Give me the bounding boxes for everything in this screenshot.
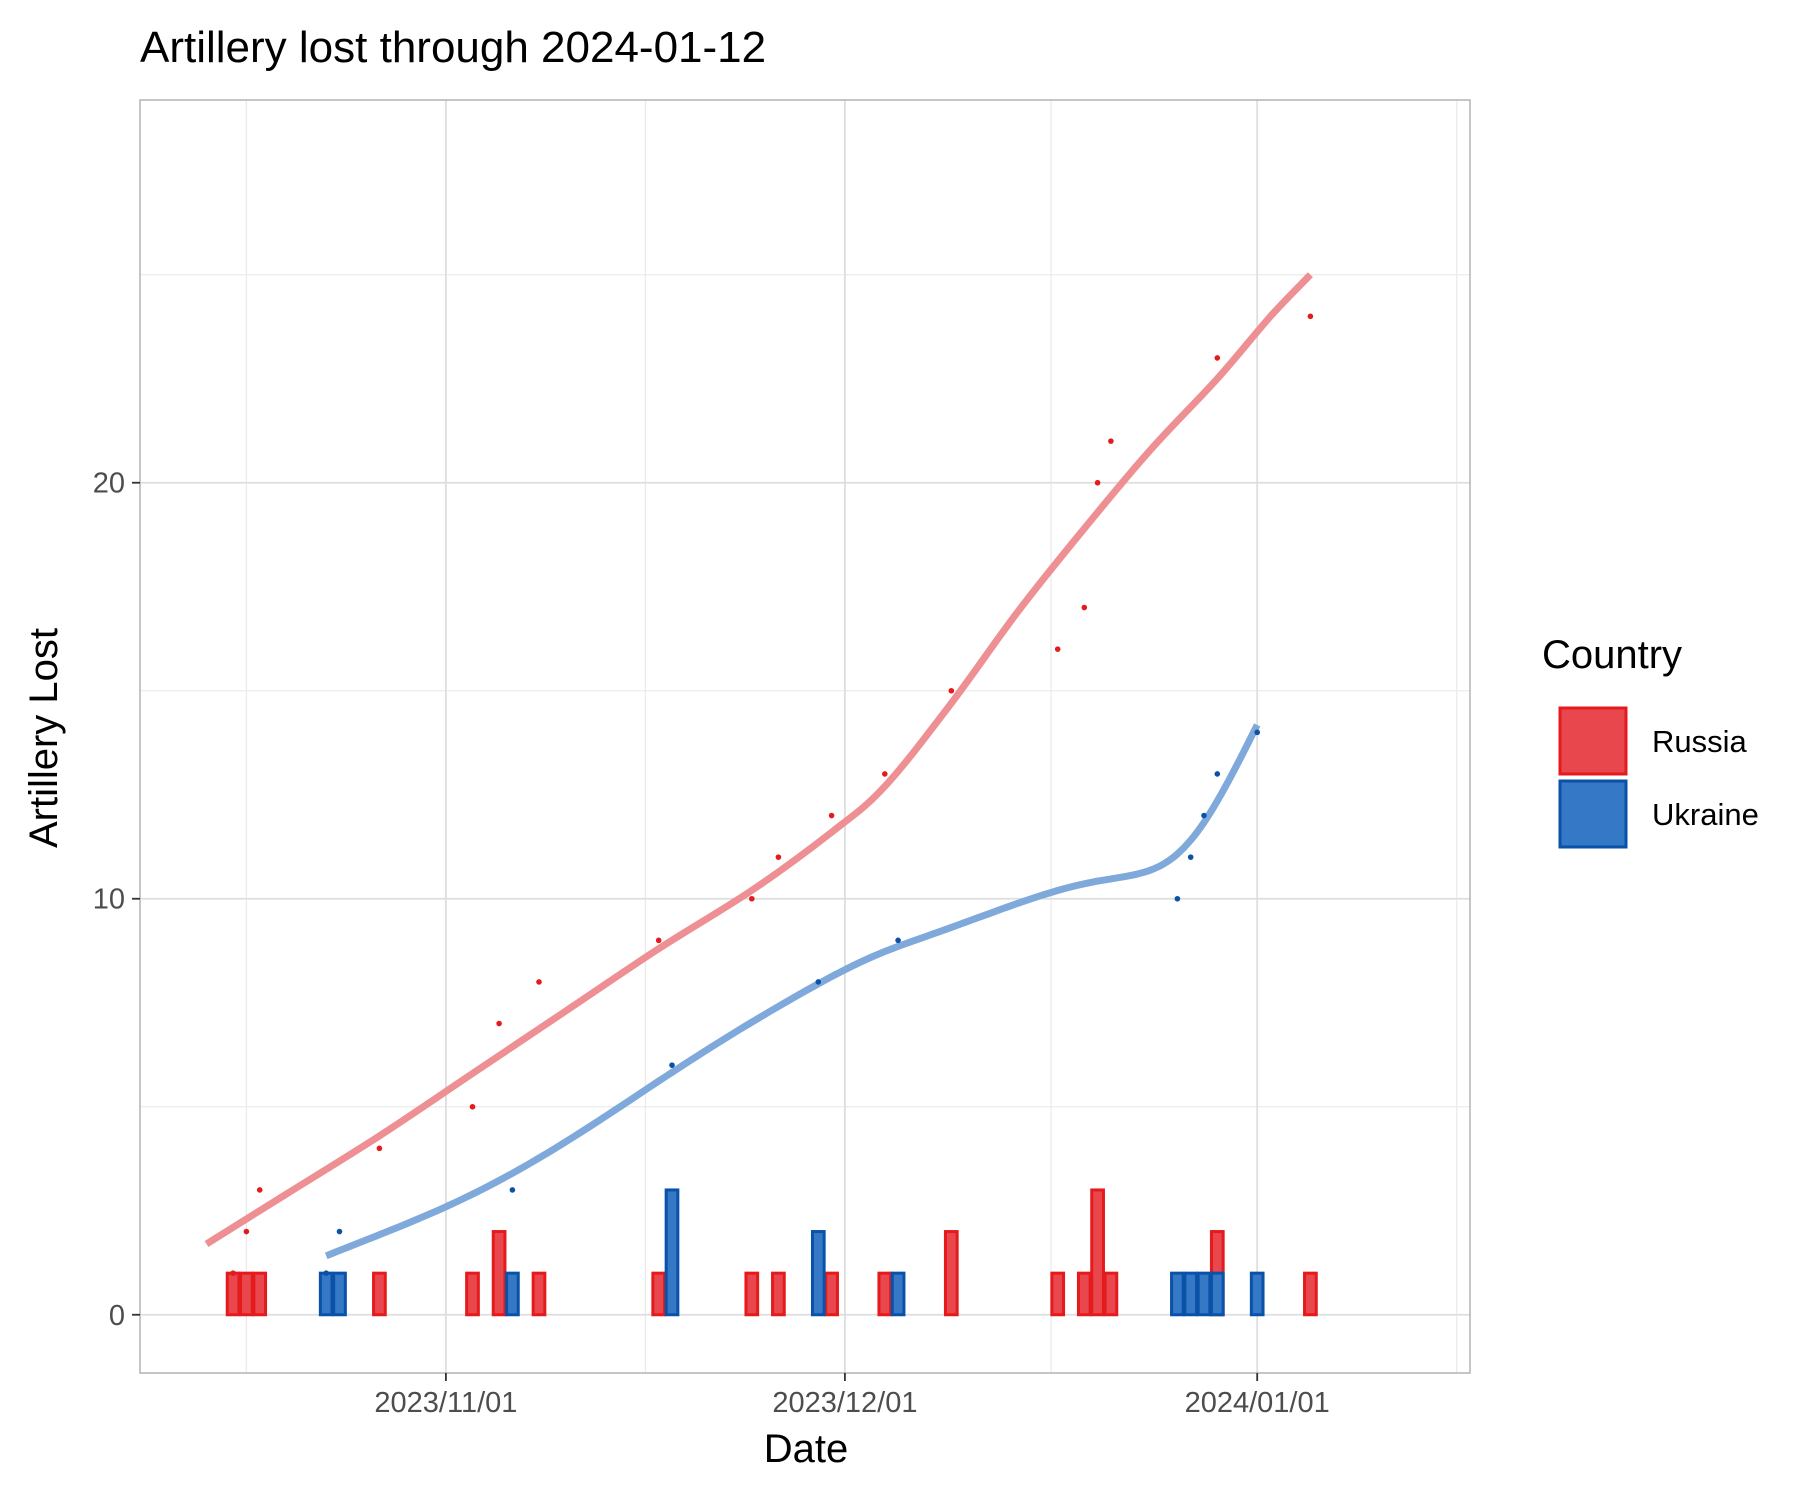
point-ukraine bbox=[1254, 729, 1260, 736]
point-ukraine bbox=[815, 979, 822, 985]
legend-label-russia: Russia bbox=[1652, 724, 1748, 759]
point-russia bbox=[536, 979, 542, 985]
bar-ukraine bbox=[332, 1271, 347, 1317]
legend-key-ukraine bbox=[1558, 779, 1628, 849]
bar-russia bbox=[531, 1271, 547, 1317]
bar-russia bbox=[824, 1271, 839, 1317]
bar-russia bbox=[225, 1271, 241, 1317]
point-russia bbox=[1214, 355, 1221, 361]
legend: Country Russia Ukraine bbox=[1542, 633, 1759, 849]
point-russia bbox=[1094, 479, 1101, 486]
bar-ukraine bbox=[890, 1271, 906, 1317]
bar-ukraine bbox=[505, 1271, 520, 1317]
point-russia bbox=[469, 1103, 476, 1110]
daily-bars bbox=[225, 1188, 1318, 1317]
bar-russia bbox=[372, 1271, 387, 1317]
point-russia bbox=[1054, 646, 1061, 652]
point-ukraine bbox=[1201, 812, 1207, 819]
y-tick-label: 0 bbox=[109, 1300, 125, 1332]
bar-ukraine bbox=[1196, 1271, 1212, 1317]
point-ukraine bbox=[509, 1187, 516, 1193]
bar-russia bbox=[239, 1271, 254, 1317]
bar-russia bbox=[252, 1271, 268, 1317]
point-ukraine bbox=[1214, 771, 1221, 777]
grid bbox=[140, 100, 1470, 1373]
bar-russia bbox=[1090, 1188, 1105, 1317]
bar-ukraine bbox=[664, 1188, 680, 1317]
bar-russia bbox=[744, 1271, 760, 1317]
point-russia bbox=[256, 1187, 263, 1193]
x-tick-label: 2023/12/01 bbox=[772, 1387, 917, 1419]
point-ukraine bbox=[336, 1228, 343, 1235]
bar-russia bbox=[651, 1271, 667, 1317]
point-russia bbox=[1307, 313, 1314, 320]
x-tick-label: 2024/01/01 bbox=[1185, 1387, 1330, 1419]
legend-label-ukraine: Ukraine bbox=[1652, 797, 1759, 832]
bar-russia bbox=[943, 1230, 959, 1317]
point-ukraine bbox=[1174, 895, 1181, 902]
point-russia bbox=[1081, 604, 1088, 611]
point-russia bbox=[243, 1228, 250, 1235]
bar-ukraine bbox=[1249, 1271, 1265, 1317]
point-ukraine bbox=[1187, 854, 1194, 860]
point-russia bbox=[948, 687, 955, 694]
point-russia bbox=[882, 771, 888, 777]
x-axis-ticks: 2023/11/01 2023/12/01 2024/01/01 bbox=[374, 1373, 1330, 1419]
point-russia bbox=[749, 895, 755, 902]
y-axis-ticks: 0 10 20 bbox=[93, 468, 140, 1332]
point-russia bbox=[496, 1020, 502, 1027]
bar-ukraine bbox=[318, 1271, 334, 1317]
bar-russia bbox=[1303, 1271, 1318, 1317]
point-russia bbox=[775, 854, 782, 860]
point-ukraine bbox=[323, 1270, 330, 1276]
point-russia bbox=[828, 812, 835, 819]
point-russia bbox=[230, 1270, 236, 1276]
legend-title: Country bbox=[1542, 633, 1682, 677]
smooth-line-russia bbox=[204, 272, 1313, 1247]
bar-ukraine bbox=[1209, 1271, 1225, 1317]
point-russia bbox=[376, 1145, 383, 1152]
chart-title: Artillery lost through 2024-01-12 bbox=[140, 23, 766, 72]
bar-ukraine bbox=[810, 1230, 826, 1317]
panel-border bbox=[139, 99, 1471, 1374]
smoothed-lines bbox=[204, 272, 1313, 1260]
bar-russia bbox=[1103, 1271, 1119, 1317]
bar-russia bbox=[1050, 1271, 1066, 1317]
point-russia bbox=[1108, 438, 1114, 444]
bar-russia bbox=[771, 1271, 786, 1317]
legend-items: Russia Ukraine bbox=[1558, 706, 1759, 849]
x-tick-label: 2023/11/01 bbox=[374, 1387, 517, 1419]
cumulative-points bbox=[230, 313, 1314, 1276]
point-russia bbox=[655, 937, 662, 944]
x-axis-title: Date bbox=[764, 1427, 849, 1471]
y-tick-label: 10 bbox=[93, 884, 125, 916]
point-ukraine bbox=[895, 937, 901, 944]
bar-ukraine bbox=[1183, 1271, 1199, 1317]
bar-russia bbox=[491, 1230, 507, 1317]
bar-ukraine bbox=[1170, 1271, 1185, 1317]
smooth-line-ukraine bbox=[324, 723, 1261, 1260]
y-tick-label: 20 bbox=[93, 468, 125, 500]
bar-russia bbox=[877, 1271, 893, 1317]
point-ukraine bbox=[669, 1062, 675, 1068]
bar-russia bbox=[1076, 1271, 1092, 1317]
legend-key-russia bbox=[1558, 706, 1628, 776]
y-axis-title: Artillery Lost bbox=[22, 628, 66, 848]
bar-russia bbox=[465, 1271, 480, 1317]
